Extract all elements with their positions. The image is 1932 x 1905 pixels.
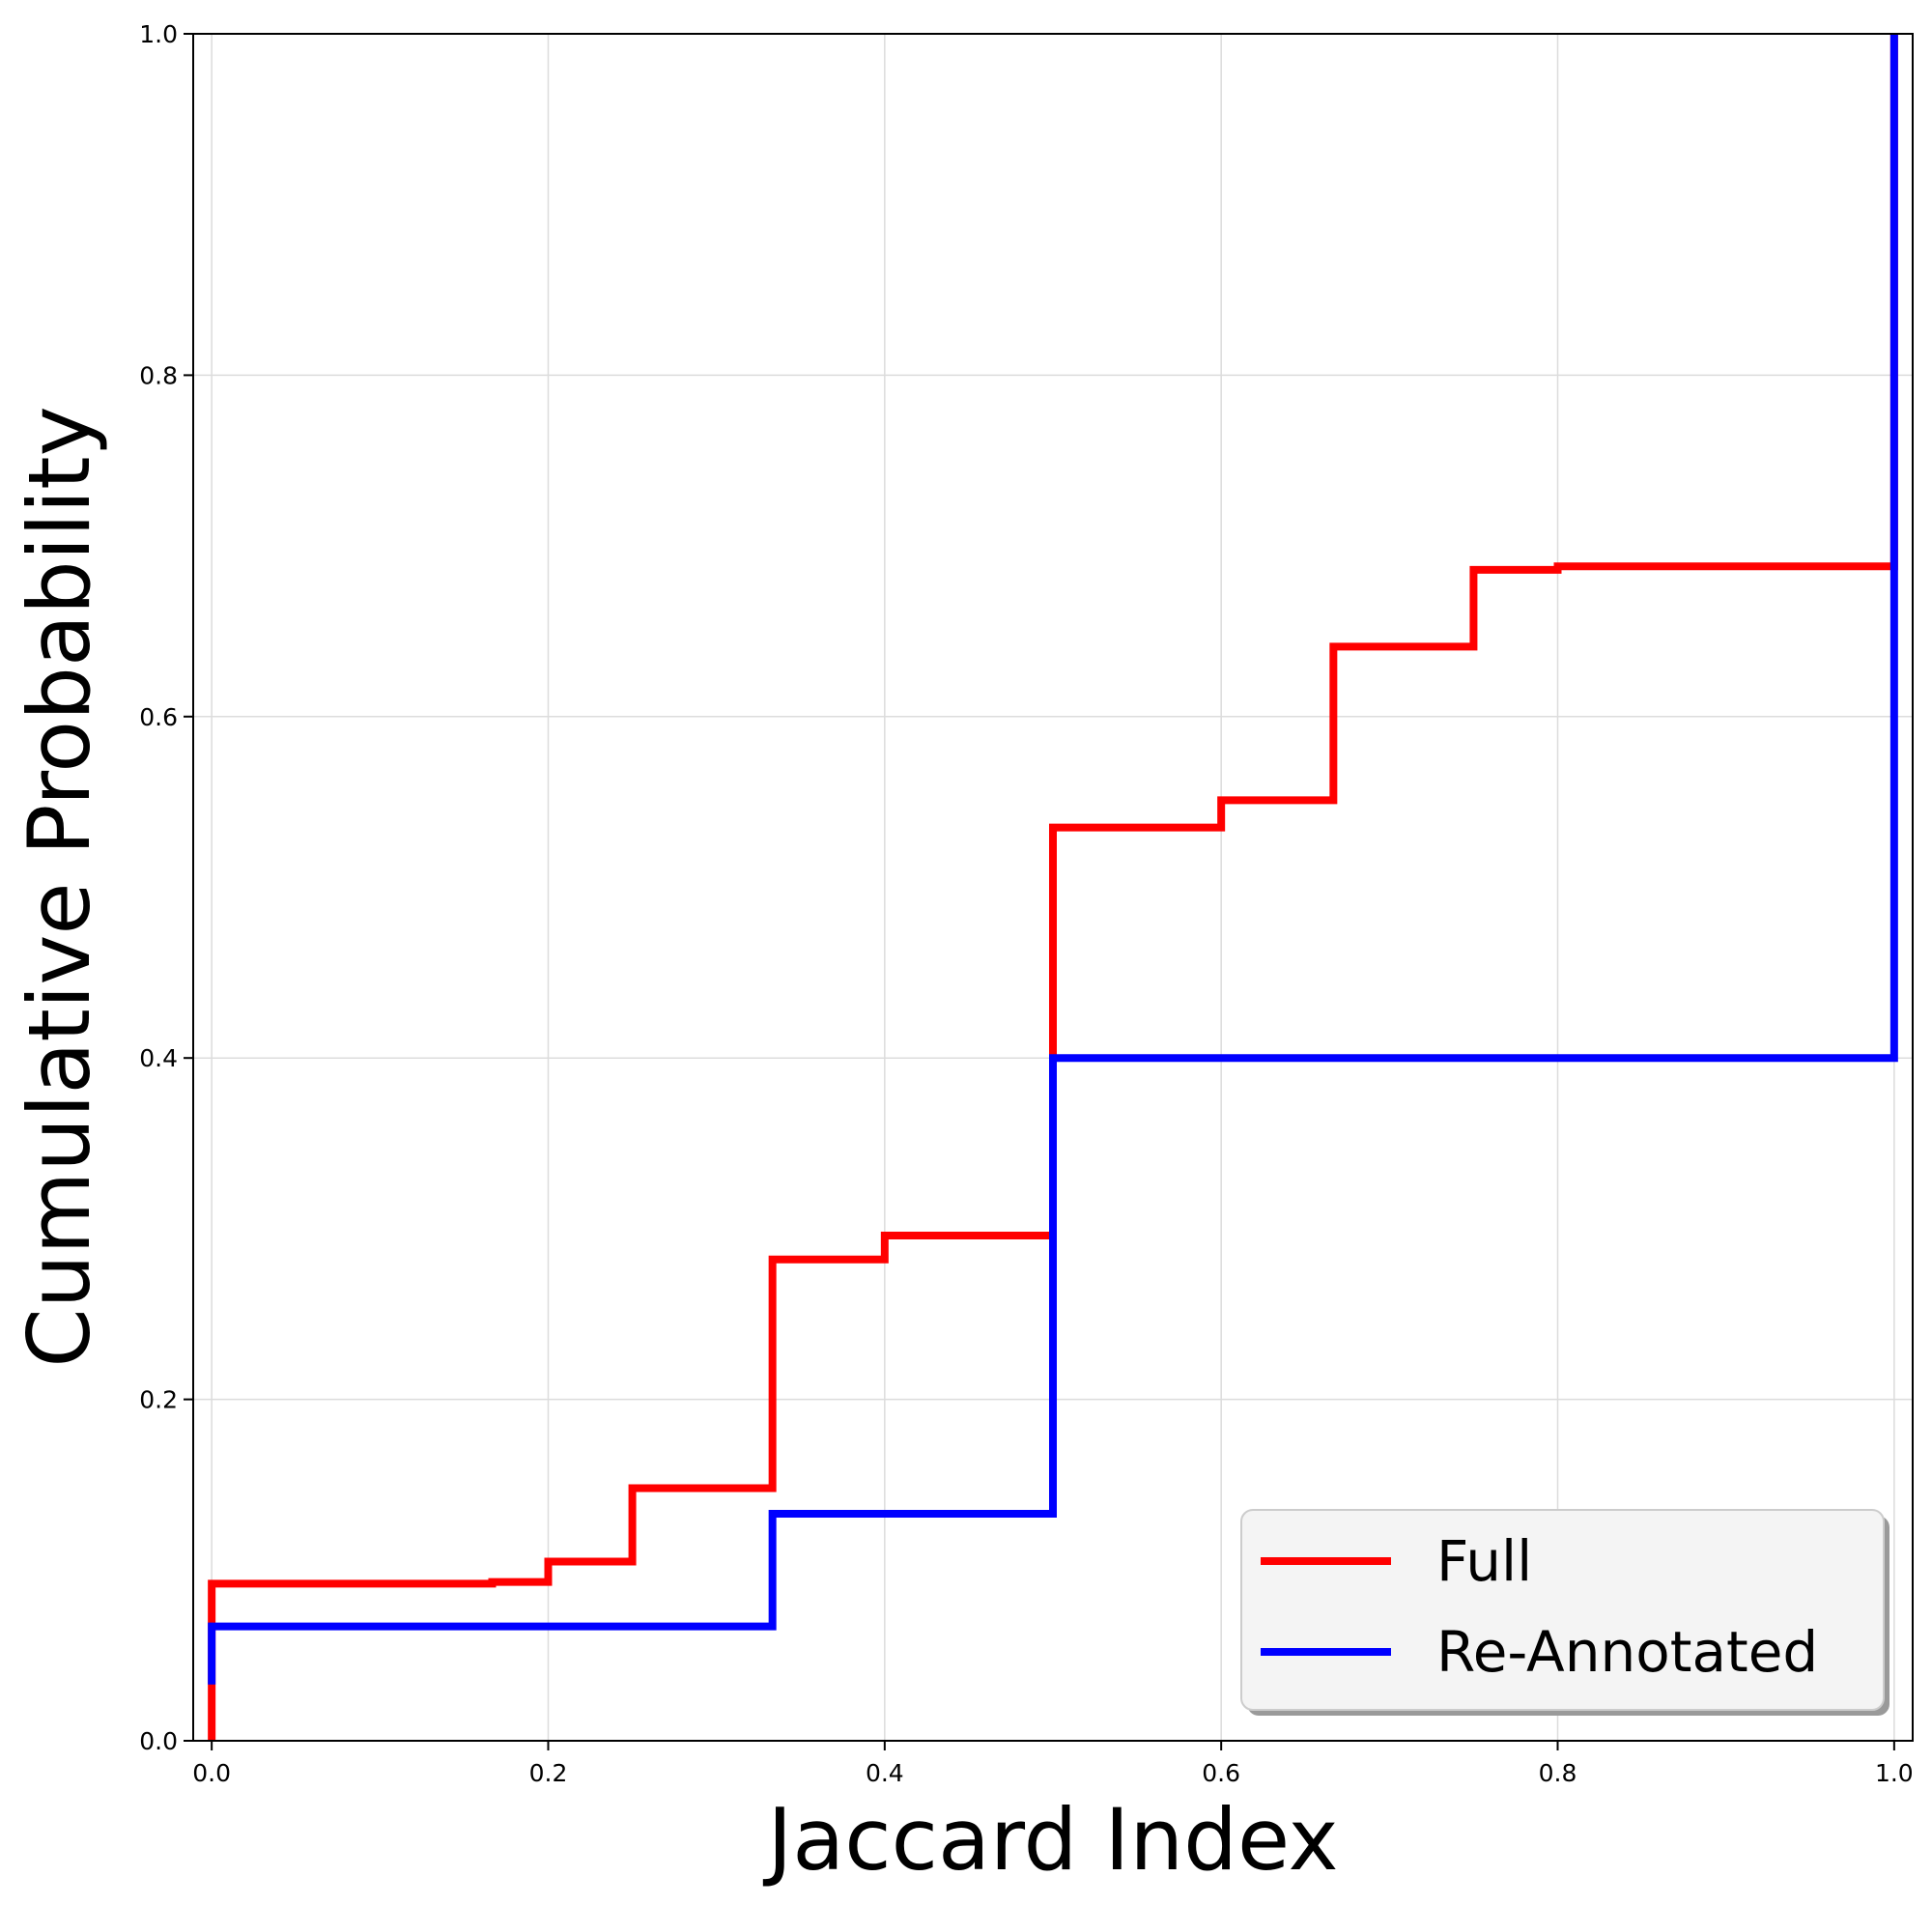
y-tick-label: 0.0 <box>139 1727 178 1755</box>
axis-ticks: 0.0 0.2 0.4 0.6 0.8 1.0 0.0 0.2 0.4 0.6 0.8 1.0 <box>139 20 1913 1787</box>
grid <box>193 33 1913 1742</box>
series-line-re-annotated <box>208 34 1898 1685</box>
series-line-full <box>208 34 1898 1741</box>
y-tick-label: 1.0 <box>139 20 178 48</box>
legend-label-full: Full <box>1436 1528 1532 1594</box>
legend-box <box>1240 1509 1885 1711</box>
x-tick-label: 0.2 <box>529 1759 568 1787</box>
y-axis-title: Cumulative Probability <box>10 406 109 1367</box>
x-tick-label: 0.8 <box>1539 1759 1577 1787</box>
x-tick-label: 0.6 <box>1202 1759 1240 1787</box>
x-tick-label: 0.4 <box>866 1759 904 1787</box>
x-tick-label: 1.0 <box>1875 1759 1914 1787</box>
legend-label-re-annotated: Re-Annotated <box>1436 1619 1818 1685</box>
plot-frame <box>192 33 1914 1742</box>
y-tick-label: 0.2 <box>139 1386 178 1414</box>
legend: Full Re-Annotated <box>1240 1509 1889 1716</box>
series-layer <box>208 34 1898 1741</box>
y-tick-label: 0.8 <box>139 361 178 389</box>
y-tick-label: 0.4 <box>139 1044 178 1072</box>
x-tick-label: 0.0 <box>192 1759 231 1787</box>
x-axis-title: Jaccard Index <box>762 1790 1338 1890</box>
y-tick-label: 0.6 <box>139 703 178 731</box>
